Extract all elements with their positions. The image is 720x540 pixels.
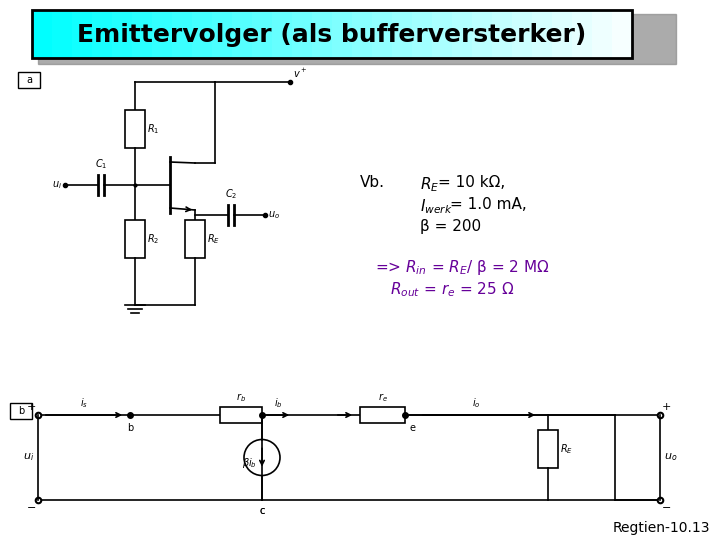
Bar	[512, 10, 533, 58]
Bar	[412, 10, 433, 58]
Bar	[172, 10, 193, 58]
Text: $R_{out}$ = $r_e$ = 25 Ω: $R_{out}$ = $r_e$ = 25 Ω	[390, 280, 514, 299]
Text: $u_o$: $u_o$	[268, 209, 280, 221]
Text: $u_i$: $u_i$	[52, 179, 62, 191]
Text: a: a	[26, 75, 32, 85]
Bar	[132, 10, 153, 58]
Bar	[292, 10, 313, 58]
Text: $R_E$: $R_E$	[207, 232, 220, 246]
Text: $R_2$: $R_2$	[147, 232, 159, 246]
Bar	[72, 10, 93, 58]
Bar	[272, 10, 293, 58]
Bar	[432, 10, 453, 58]
Bar	[552, 10, 573, 58]
Text: $i_o$: $i_o$	[472, 396, 481, 410]
Bar	[472, 10, 493, 58]
Text: −: −	[27, 503, 36, 513]
Bar	[38, 14, 676, 64]
Text: $u_i$: $u_i$	[23, 451, 34, 463]
Text: $i_s$: $i_s$	[80, 396, 88, 410]
Text: Vb.: Vb.	[360, 175, 385, 190]
Bar	[232, 10, 253, 58]
Text: $C_1$: $C_1$	[95, 157, 107, 171]
Text: c: c	[259, 506, 265, 516]
Bar	[538, 430, 558, 468]
Bar	[392, 10, 413, 58]
Text: = 1.0 mA,: = 1.0 mA,	[450, 197, 527, 212]
Bar	[360, 407, 405, 423]
Bar	[10, 403, 32, 419]
Bar	[332, 10, 353, 58]
Text: β = 200: β = 200	[420, 219, 481, 234]
Bar	[592, 10, 613, 58]
Bar	[185, 220, 205, 258]
Text: −: −	[662, 503, 671, 513]
Bar	[32, 10, 53, 58]
Bar	[125, 110, 145, 148]
Text: c: c	[259, 506, 265, 516]
Text: e: e	[410, 423, 416, 433]
Text: $R_1$: $R_1$	[147, 122, 159, 136]
Text: $v^+$: $v^+$	[293, 67, 307, 80]
Bar	[352, 10, 373, 58]
Text: = 10 kΩ,: = 10 kΩ,	[438, 175, 505, 190]
Text: b: b	[18, 406, 24, 416]
Bar	[125, 220, 145, 258]
Text: Regtien-10.13: Regtien-10.13	[613, 521, 710, 535]
Text: => $R_{in}$ = $R_E$/ β = 2 MΩ: => $R_{in}$ = $R_E$/ β = 2 MΩ	[375, 258, 549, 277]
Text: $R_E$: $R_E$	[560, 442, 573, 456]
Bar	[212, 10, 233, 58]
Bar	[112, 10, 133, 58]
Bar	[152, 10, 173, 58]
Text: $C_2$: $C_2$	[225, 187, 237, 201]
Text: $r_b$: $r_b$	[236, 391, 246, 404]
Text: $r_e$: $r_e$	[377, 391, 387, 404]
Bar	[452, 10, 473, 58]
Text: $R_E$: $R_E$	[420, 175, 439, 194]
Bar	[192, 10, 213, 58]
Text: $βi_b$: $βi_b$	[242, 456, 257, 469]
Bar	[220, 407, 262, 423]
Bar	[312, 10, 333, 58]
Bar	[572, 10, 593, 58]
Text: Emittervolger (als bufferversterker): Emittervolger (als bufferversterker)	[77, 23, 587, 47]
Bar	[92, 10, 113, 58]
Text: $I_{werk}$: $I_{werk}$	[420, 197, 453, 215]
Bar	[492, 10, 513, 58]
Bar	[532, 10, 553, 58]
Text: $u_o$: $u_o$	[664, 451, 678, 463]
Bar	[372, 10, 393, 58]
Bar	[52, 10, 73, 58]
Text: $i_b$: $i_b$	[274, 396, 282, 410]
Text: b: b	[127, 423, 133, 433]
Bar	[18, 72, 40, 88]
Bar	[252, 10, 273, 58]
Text: +: +	[27, 402, 36, 412]
Text: +: +	[662, 402, 671, 412]
Bar	[612, 10, 633, 58]
Bar	[32, 10, 632, 58]
